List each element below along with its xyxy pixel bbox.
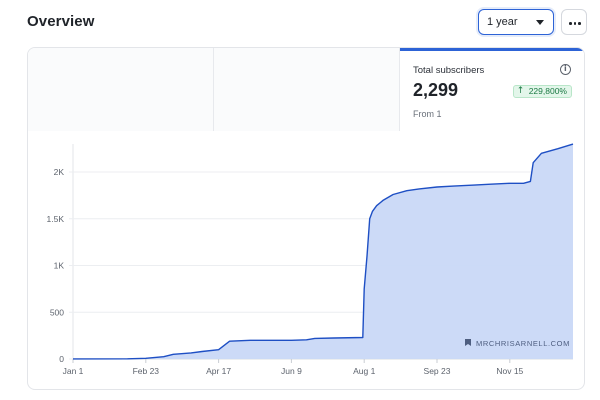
x-tick-label: Nov 15	[496, 366, 523, 376]
change-badge: ↑ 229,800%	[512, 85, 572, 98]
y-tick-label: 0	[59, 354, 64, 364]
subscribers-chart: 0 500 1K 1.5K 2K Jan 1 Feb 23 Apr 17 Jun 9 Aug 1 S…	[28, 132, 584, 389]
subscribers-line	[72, 143, 574, 360]
y-tick-label: 1.5K	[47, 214, 65, 224]
arrow-up-icon: ↑	[516, 86, 525, 96]
subscribers-area	[73, 144, 573, 359]
metric-tab-total-subscribers[interactable]: Total subscribers 2,299 ↑ 229,800% From …	[400, 48, 584, 131]
metric-tab-empty-2[interactable]	[214, 48, 400, 131]
date-range-select[interactable]: 1 year	[478, 9, 554, 35]
x-tick-label: Apr 17	[206, 366, 231, 376]
metric-label: Total subscribers	[413, 65, 485, 76]
x-tick-label: Feb 23	[133, 366, 160, 376]
watermark-text: MRCHRISARNELL.COM	[476, 339, 570, 348]
caret-down-icon	[536, 20, 544, 25]
x-tick-label: Jun 9	[281, 366, 302, 376]
metric-tab-empty-1[interactable]	[28, 48, 214, 131]
y-tick-label: 1K	[54, 261, 65, 271]
header-bar: Overview 1 year	[0, 0, 600, 46]
page-title: Overview	[27, 13, 95, 30]
overview-card: Total subscribers 2,299 ↑ 229,800% From …	[27, 47, 585, 390]
change-value: 229,800%	[528, 86, 567, 96]
y-tick-label: 2K	[54, 167, 65, 177]
more-options-button[interactable]	[561, 9, 587, 35]
x-tick-label: Sep 23	[424, 366, 451, 376]
bookmark-icon	[465, 339, 471, 346]
info-icon[interactable]	[560, 64, 571, 75]
watermark: MRCHRISARNELL.COM	[465, 339, 570, 348]
metric-subtext: From 1	[413, 109, 442, 119]
y-tick-label: 500	[50, 307, 64, 317]
metric-value: 2,299	[413, 80, 459, 100]
x-tick-label: Jan 1	[63, 366, 84, 376]
chart-svg: 0 500 1K 1.5K 2K Jan 1 Feb 23 Apr 17 Jun 9 Aug 1 S…	[47, 143, 574, 376]
x-tick-label: Aug 1	[353, 366, 375, 376]
more-horizontal-icon	[569, 22, 572, 25]
date-range-value: 1 year	[487, 16, 518, 28]
metrics-row: Total subscribers 2,299 ↑ 229,800% From …	[28, 48, 584, 131]
